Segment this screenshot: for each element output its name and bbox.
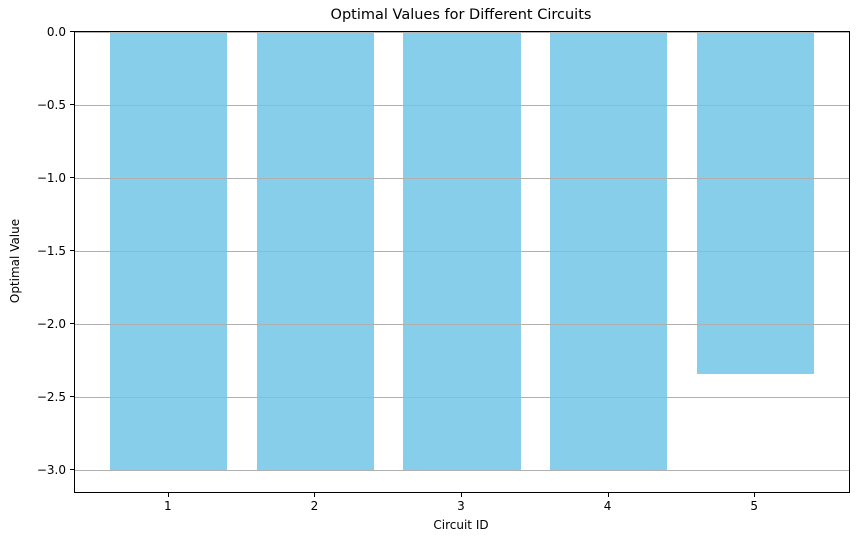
y-tick-label: −2.5 <box>36 389 66 404</box>
y-tick-mark <box>70 104 74 106</box>
y-gridline <box>75 104 849 106</box>
plot-area <box>74 31 850 493</box>
x-tick-label: 5 <box>750 499 758 513</box>
y-tick-mark <box>70 469 74 471</box>
x-tick-label: 4 <box>603 499 612 513</box>
y-gridline <box>75 250 849 252</box>
y-tick-label: −0.5 <box>36 97 66 112</box>
x-tick-label: 1 <box>163 499 172 513</box>
y-axis-label: Optimal Value <box>8 218 22 304</box>
y-tick-label: −1.0 <box>36 170 66 185</box>
y-tick-mark <box>70 396 74 398</box>
x-tick-mark <box>314 493 316 497</box>
y-tick-mark <box>70 177 74 179</box>
chart-title: Optimal Values for Different Circuits <box>330 7 592 23</box>
y-gridline <box>75 396 849 398</box>
x-axis-label: Circuit ID <box>433 518 489 532</box>
x-tick-label: 3 <box>457 499 465 513</box>
x-tick-mark <box>607 493 609 497</box>
y-tick-label: −1.5 <box>36 243 66 258</box>
y-gridline <box>75 469 849 471</box>
y-tick-label: −2.0 <box>36 316 66 331</box>
y-tick-label: 0.0 <box>46 24 66 39</box>
x-tick-mark <box>754 493 756 497</box>
y-tick-mark <box>70 31 74 32</box>
x-tick-label: 2 <box>310 499 319 513</box>
y-tick-label: −3.0 <box>36 462 66 477</box>
x-tick-mark <box>461 493 462 497</box>
y-tick-mark <box>70 323 74 325</box>
y-gridline <box>75 323 849 325</box>
y-tick-mark <box>70 250 74 252</box>
x-tick-mark <box>167 493 169 497</box>
bar-circuit-5 <box>696 32 814 374</box>
y-gridline <box>75 31 849 33</box>
y-gridline <box>75 177 849 179</box>
